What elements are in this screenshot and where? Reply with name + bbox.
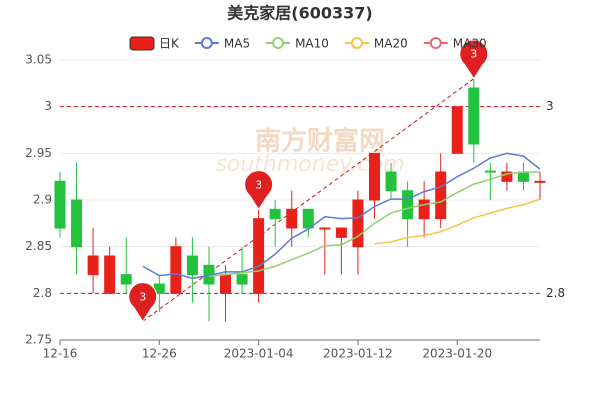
marker-pin — [128, 282, 158, 323]
ma-line — [142, 152, 541, 280]
legend-swatch — [129, 36, 155, 51]
candle-body — [418, 199, 430, 220]
marker-pin — [459, 39, 489, 80]
legend-swatch — [200, 37, 213, 49]
y-tick-label: 2.95 — [25, 146, 52, 160]
candle-body — [236, 274, 248, 285]
trend-line — [142, 78, 475, 322]
candle-body — [517, 171, 529, 182]
candle-body — [120, 274, 132, 285]
marker-label: 3 — [139, 290, 146, 303]
x-tick-label: 12-16 — [43, 347, 78, 361]
candle-body — [286, 208, 298, 229]
candle-body — [170, 246, 182, 294]
marker-label: 3 — [255, 178, 262, 191]
candle-body — [220, 274, 232, 294]
x-tick-label: 2023-01-04 — [224, 347, 294, 361]
y-tick-label: 2.8 — [33, 286, 52, 300]
candle-body — [104, 255, 116, 294]
reference-label: 2.8 — [546, 286, 565, 300]
marker-label: 3 — [470, 48, 477, 61]
candle-body — [385, 171, 397, 192]
legend-label: MA10 — [295, 37, 329, 51]
ma-line — [208, 171, 540, 278]
y-tick-label: 3 — [44, 99, 52, 113]
candle-body — [435, 171, 447, 220]
legend-swatch — [272, 37, 285, 49]
candle-body — [71, 199, 83, 248]
legend-label: MA20 — [374, 37, 408, 51]
candle-body — [402, 190, 414, 220]
y-tick-label: 3.05 — [25, 53, 52, 67]
candle-body — [534, 180, 546, 183]
y-tick-label: 2.75 — [25, 333, 52, 347]
candle-body — [319, 227, 331, 230]
candle-body — [468, 87, 480, 145]
x-tick-label: 2023-01-12 — [323, 347, 393, 361]
legend-label: MA5 — [224, 37, 250, 51]
y-tick-label: 2.9 — [33, 193, 52, 207]
candle-body — [484, 170, 496, 173]
candle-body — [335, 227, 347, 238]
legend-label: 日K — [159, 37, 180, 51]
x-tick-label: 2023-01-20 — [422, 347, 492, 361]
candle-body — [368, 152, 380, 201]
legend-swatch — [429, 37, 442, 49]
y-tick-label: 2.85 — [25, 239, 52, 253]
watermark: 南方财富网 — [255, 126, 385, 157]
candle-body — [269, 208, 281, 220]
marker-pin — [244, 170, 274, 211]
legend-swatch — [350, 37, 363, 49]
candle-body — [186, 255, 198, 276]
ma-line — [374, 198, 541, 245]
candle-body — [352, 199, 364, 248]
candle-body — [54, 180, 66, 229]
candle-body — [501, 171, 513, 182]
legend-label: MA30 — [453, 37, 487, 51]
chart-title: 美克家居(600337) — [227, 4, 372, 23]
candle-body — [302, 208, 314, 229]
candle-body — [87, 255, 99, 276]
reference-label: 3 — [546, 99, 554, 113]
candle-body — [253, 218, 265, 294]
x-tick-label: 12-26 — [142, 347, 177, 361]
candle-body — [451, 106, 463, 154]
